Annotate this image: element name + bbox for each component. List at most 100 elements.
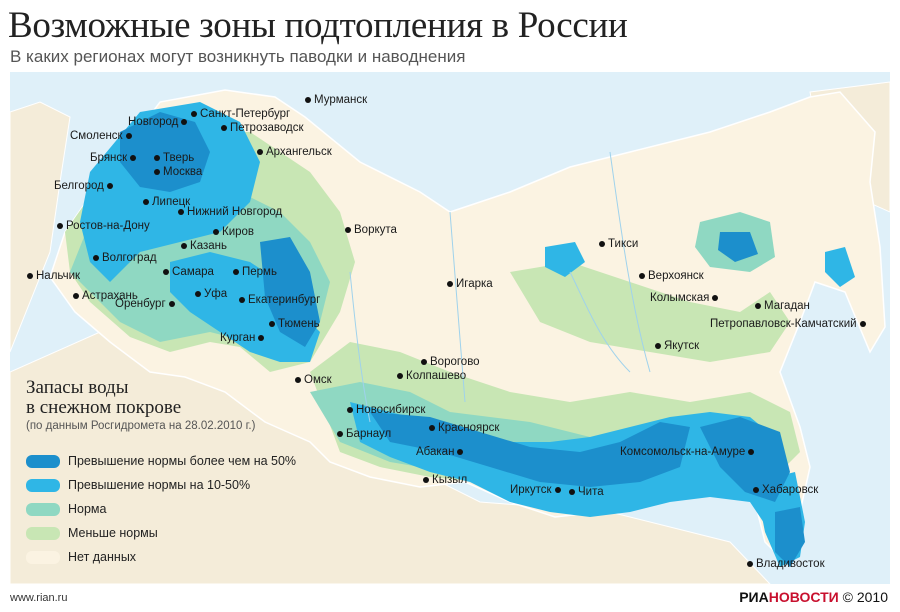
legend-heading: Запасы воды в снежном покрове bbox=[26, 378, 181, 418]
city-name: Мурманск bbox=[314, 94, 368, 106]
map-area: Запасы воды в снежном покрове (по данным… bbox=[10, 72, 890, 584]
source-label: www.rian.ru bbox=[10, 592, 68, 604]
city-dot-icon bbox=[599, 240, 605, 247]
city-dot-icon bbox=[233, 268, 239, 275]
city-label: Санкт-Петербург bbox=[188, 108, 290, 120]
city-label: Комсомольск-на-Амуре bbox=[620, 446, 757, 458]
brand-novosti: НОВОСТИ bbox=[768, 589, 839, 605]
city-label: Казань bbox=[178, 240, 227, 252]
city-label: Брянск bbox=[90, 152, 139, 164]
city-dot-icon bbox=[143, 198, 149, 205]
city-dot-icon bbox=[125, 132, 132, 139]
city-dot-icon bbox=[457, 448, 464, 455]
legend-item: Нет данных bbox=[26, 550, 136, 566]
page-subtitle: В каких регионах могут возникнуть паводк… bbox=[10, 47, 466, 66]
city-label: Тюмень bbox=[266, 318, 320, 330]
legend-label: Превышение нормы более чем на 50% bbox=[68, 454, 297, 468]
city-name: Абакан bbox=[416, 446, 455, 458]
city-label: Киров bbox=[210, 226, 254, 238]
city-name: Якутск bbox=[664, 340, 700, 352]
city-dot-icon bbox=[269, 320, 275, 327]
city-label: Игарка bbox=[444, 278, 493, 290]
legend-item: Превышение нормы на 10-50% bbox=[26, 478, 250, 494]
city-dot-icon bbox=[554, 486, 561, 493]
city-label: Пермь bbox=[230, 266, 277, 278]
city-name: Архангельск bbox=[266, 146, 332, 158]
city-dot-icon bbox=[859, 320, 866, 327]
city-dot-icon bbox=[345, 226, 351, 233]
city-dot-icon bbox=[168, 300, 175, 307]
city-dot-icon bbox=[154, 168, 160, 175]
zone-over10-urals bbox=[170, 252, 320, 362]
city-name: Тверь bbox=[163, 152, 195, 164]
city-name: Комсомольск-на-Амуре bbox=[620, 446, 746, 458]
city-dot-icon bbox=[195, 290, 201, 297]
city-dot-icon bbox=[423, 476, 429, 483]
city-name: Колымская bbox=[650, 292, 710, 304]
rivers bbox=[349, 151, 651, 423]
city-dot-icon bbox=[305, 96, 311, 103]
city-dot-icon bbox=[181, 242, 187, 249]
city-label: Белгород bbox=[54, 180, 116, 192]
city-name: Чита bbox=[578, 486, 604, 498]
city-dot-icon bbox=[154, 154, 160, 161]
city-name: Брянск bbox=[90, 152, 128, 164]
city-label: Самара bbox=[160, 266, 214, 278]
zone-less-north bbox=[510, 262, 790, 362]
zone-over10-kamchatka bbox=[825, 247, 855, 287]
zone-over50-moscow bbox=[120, 112, 210, 192]
city-name: Новосибирск bbox=[356, 404, 426, 416]
legend-swatch bbox=[26, 551, 60, 565]
city-name: Воркута bbox=[354, 224, 397, 236]
legend-label: Превышение нормы на 10-50% bbox=[68, 478, 251, 492]
zone-over10-yakutia bbox=[545, 242, 585, 277]
city-dot-icon bbox=[163, 268, 169, 275]
city-name: Астрахань bbox=[82, 290, 138, 302]
zone-over50-primorye bbox=[775, 507, 805, 567]
city-dot-icon bbox=[73, 292, 79, 299]
city-dot-icon bbox=[397, 372, 403, 379]
city-name: Новгород bbox=[128, 116, 179, 128]
legend-swatch bbox=[26, 527, 60, 541]
legend-label: Нет данных bbox=[68, 550, 137, 564]
zone-over50-khabarovsk bbox=[700, 417, 790, 502]
city-name: Барнаул bbox=[346, 428, 392, 440]
city-name: Смоленск bbox=[70, 130, 123, 142]
city-label: Ростов-на-Дону bbox=[54, 220, 150, 232]
city-name: Уфа bbox=[204, 288, 228, 300]
city-name: Нижний Новгород bbox=[187, 206, 283, 218]
city-label: Иркутск bbox=[510, 484, 564, 496]
city-name: Санкт-Петербург bbox=[200, 108, 291, 120]
legend-item: Превышение нормы более чем на 50% bbox=[26, 454, 296, 470]
city-label: Красноярск bbox=[426, 422, 499, 434]
legend-label: Меньше нормы bbox=[68, 526, 158, 540]
legend-heading-line1: Запасы воды bbox=[26, 377, 129, 398]
city-dot-icon bbox=[239, 296, 245, 303]
legend-label: Норма bbox=[68, 502, 107, 516]
city-label: Омск bbox=[292, 374, 332, 386]
city-name: Верхоянск bbox=[648, 270, 704, 282]
city-name: Пермь bbox=[242, 266, 277, 278]
city-dot-icon bbox=[178, 208, 184, 215]
city-name: Липецк bbox=[152, 196, 191, 208]
city-label: Магадан bbox=[752, 300, 810, 312]
city-name: Владивосток bbox=[756, 558, 825, 570]
city-dot-icon bbox=[639, 272, 645, 279]
city-label: Курган bbox=[220, 332, 267, 344]
city-dot-icon bbox=[295, 376, 301, 383]
city-dot-icon bbox=[447, 280, 453, 287]
city-label: Волгоград bbox=[90, 252, 157, 264]
city-label: Якутск bbox=[652, 340, 699, 352]
city-name: Киров bbox=[222, 226, 255, 238]
city-dot-icon bbox=[655, 342, 661, 349]
city-label: Нижний Новгород bbox=[175, 206, 282, 218]
city-name: Магадан bbox=[764, 300, 810, 312]
city-name: Тикси bbox=[608, 238, 639, 250]
legend-heading-line2: в снежном покрове bbox=[26, 397, 182, 418]
city-name: Волгоград bbox=[102, 252, 157, 264]
city-dot-icon bbox=[753, 486, 759, 493]
city-label: Архангельск bbox=[254, 146, 332, 158]
city-label: Уфа bbox=[192, 288, 227, 300]
city-dot-icon bbox=[27, 272, 33, 279]
city-dot-icon bbox=[258, 334, 265, 341]
